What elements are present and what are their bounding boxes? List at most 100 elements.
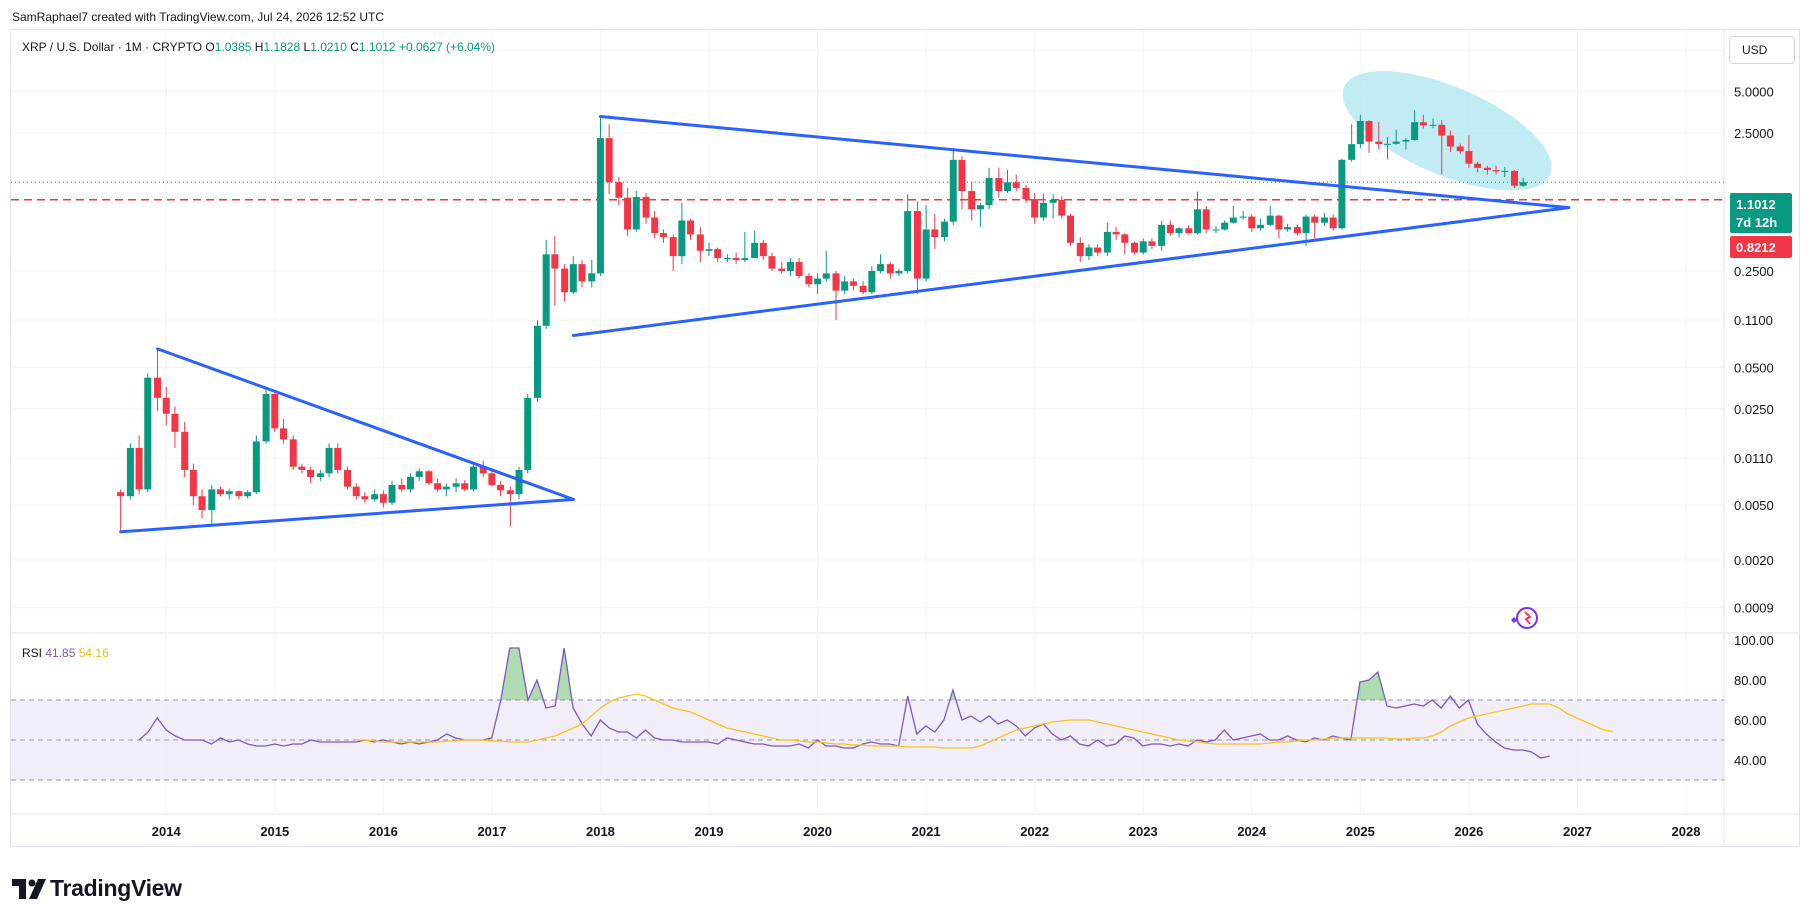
y-tick-label: 0.0110 [1734,451,1773,466]
x-tick-label: 2019 [695,824,724,839]
change-value: +0.0627 (+6.04%) [398,40,496,54]
candle-body [922,229,930,279]
open-label: O [205,40,215,54]
candle-body [1348,144,1356,160]
triangle-1-lower [119,497,575,534]
candle-body [941,221,949,238]
rsi-lines [138,647,1614,759]
triangle-2-lower [571,206,1571,338]
candle-body [588,273,596,282]
x-tick-label: 2028 [1672,824,1701,839]
x-tick-label: 2024 [1237,824,1267,839]
x-tick-label: 2018 [586,824,615,839]
currency-button[interactable]: USD [1729,36,1795,64]
candle-body [1094,247,1102,253]
candle-body [976,205,984,210]
candle-body [1085,247,1093,257]
candle-body [596,138,604,274]
candle-body [1058,199,1066,216]
candle-body [1212,229,1220,231]
candle-body [1338,159,1346,229]
y-tick-label: 0.0050 [1734,498,1774,513]
candle-body [461,483,469,490]
candle-body [208,489,216,511]
level-tag: 0.8212 [1736,240,1776,255]
ohlc-legend: XRP / U.S. Dollar · 1M · CRYPTO O1.0385 … [22,40,495,54]
candle-body [279,428,287,440]
candle-body [1066,215,1074,243]
candle-body [488,473,496,485]
low-label: L [303,40,311,54]
candle-body [841,281,849,291]
candle-body [225,491,233,495]
x-tick-label: 2022 [1020,824,1049,839]
candle-body [189,469,197,497]
rsi-axis: 100.00 80.00 60.00 40.00 [1734,633,1774,768]
candle-body [895,270,903,274]
tradingview-logo-icon [12,879,46,899]
candle-body [632,196,640,230]
candle-body [442,486,450,490]
y-tick-label: 0.0020 [1734,553,1774,568]
candle-body [1392,141,1400,144]
candle-body [1429,124,1437,126]
candle-body [849,281,857,286]
candle-body [506,490,514,495]
candle-body [732,258,740,261]
candle-body [1446,135,1454,147]
candle-body [1419,122,1427,126]
grid [11,30,1800,846]
candle-body [135,447,143,490]
candle-body [1022,187,1030,200]
candle-body [1510,170,1518,186]
candle-body [995,178,1003,192]
candle-body [886,264,894,274]
brand-name: TradingView [50,875,182,901]
candle-body [144,377,152,490]
candle-body [325,447,333,474]
candle-body [1158,224,1166,246]
candle-body [669,237,677,257]
candle-body [1321,217,1329,223]
candle-body [334,447,342,470]
candle-body [479,466,487,474]
candle-body [198,496,206,511]
candle-body [1103,231,1111,253]
candle-body [425,471,433,484]
candle-body [1465,151,1473,164]
x-tick-label: 2025 [1346,824,1375,839]
x-tick-label: 2016 [369,824,398,839]
candle-body [1239,216,1247,218]
candle-body [913,211,921,279]
y-tick-label: 2.5000 [1734,126,1774,141]
candle-body [181,431,189,470]
candle-body [271,393,279,429]
y-tick-label: 0.0009 [1734,601,1774,616]
candle-body [1275,215,1283,230]
y-tick-label: 0.0250 [1734,402,1774,417]
candle-body [1004,182,1012,192]
candle-body [244,492,252,497]
candle-body [398,484,406,490]
candle-body [361,496,369,500]
candle-body [723,258,731,260]
candle-body [1031,199,1039,218]
rsi-y-tick-label: 100.00 [1734,633,1774,648]
x-tick-label: 2023 [1129,824,1158,839]
high-label: H [254,40,264,54]
y-tick-label: 5.0000 [1734,85,1774,100]
replay-icon[interactable] [1511,607,1538,629]
candle-body [1121,234,1129,243]
candle-body [931,229,939,238]
candle-body [1402,139,1410,142]
candle-body [533,325,541,398]
symbol-label: XRP / U.S. Dollar · 1M · CRYPTO [22,40,203,54]
candle-body [805,275,813,285]
y-tick-label: 0.0500 [1734,360,1774,375]
close-label: C [350,40,359,54]
rsi-legend: RSI 41.85 54.16 [22,646,109,660]
candle-body [379,494,387,503]
candle-body [605,138,613,183]
candle-body [696,234,704,251]
